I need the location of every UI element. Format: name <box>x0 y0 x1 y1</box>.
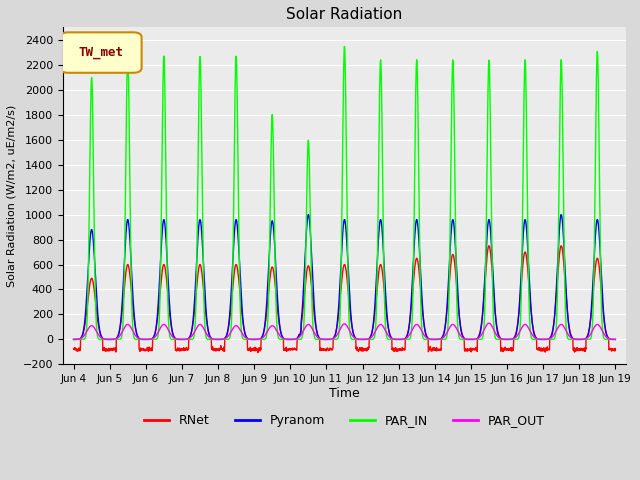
Pyranom <box>333 322 341 328</box>
PAR_IN <box>596 215 604 221</box>
X-axis label: Time: Time <box>329 387 360 400</box>
PAR_OUT <box>612 336 620 342</box>
RNet <box>612 346 620 352</box>
Pyranom <box>319 336 326 342</box>
PAR_IN <box>340 44 348 49</box>
RNet <box>497 335 504 341</box>
PAR_IN <box>596 192 604 198</box>
RNet <box>596 274 604 280</box>
RNet <box>333 322 341 328</box>
PAR_OUT <box>97 335 105 341</box>
RNet <box>97 333 105 339</box>
RNet <box>557 243 565 249</box>
FancyBboxPatch shape <box>60 32 141 73</box>
PAR_OUT <box>319 336 326 342</box>
PAR_OUT <box>497 336 504 341</box>
PAR_IN <box>333 336 341 342</box>
RNet <box>319 347 327 352</box>
RNet <box>254 350 262 356</box>
RNet <box>70 346 77 352</box>
Title: Solar Radiation: Solar Radiation <box>286 7 403 22</box>
Pyranom <box>557 212 565 217</box>
Text: TW_met: TW_met <box>79 46 124 59</box>
PAR_IN <box>497 336 504 342</box>
Y-axis label: Solar Radiation (W/m2, uE/m2/s): Solar Radiation (W/m2, uE/m2/s) <box>7 105 17 287</box>
Pyranom <box>596 244 604 250</box>
Line: Pyranom: Pyranom <box>74 215 616 339</box>
Legend: RNet, Pyranom, PAR_IN, PAR_OUT: RNet, Pyranom, PAR_IN, PAR_OUT <box>139 409 550 432</box>
PAR_IN <box>319 336 326 342</box>
PAR_OUT <box>596 324 604 329</box>
Line: PAR_OUT: PAR_OUT <box>74 323 616 339</box>
Pyranom <box>497 336 504 341</box>
Pyranom <box>612 336 620 342</box>
RNet <box>596 271 604 277</box>
Pyranom <box>596 240 604 245</box>
PAR_OUT <box>333 332 341 338</box>
PAR_IN <box>612 336 620 342</box>
PAR_OUT <box>485 320 493 326</box>
Line: RNet: RNet <box>74 246 616 353</box>
Line: PAR_IN: PAR_IN <box>74 47 616 339</box>
Pyranom <box>70 336 77 342</box>
PAR_OUT <box>596 324 604 329</box>
PAR_IN <box>97 336 105 342</box>
Pyranom <box>97 333 105 339</box>
PAR_OUT <box>70 336 77 342</box>
PAR_IN <box>70 336 77 342</box>
